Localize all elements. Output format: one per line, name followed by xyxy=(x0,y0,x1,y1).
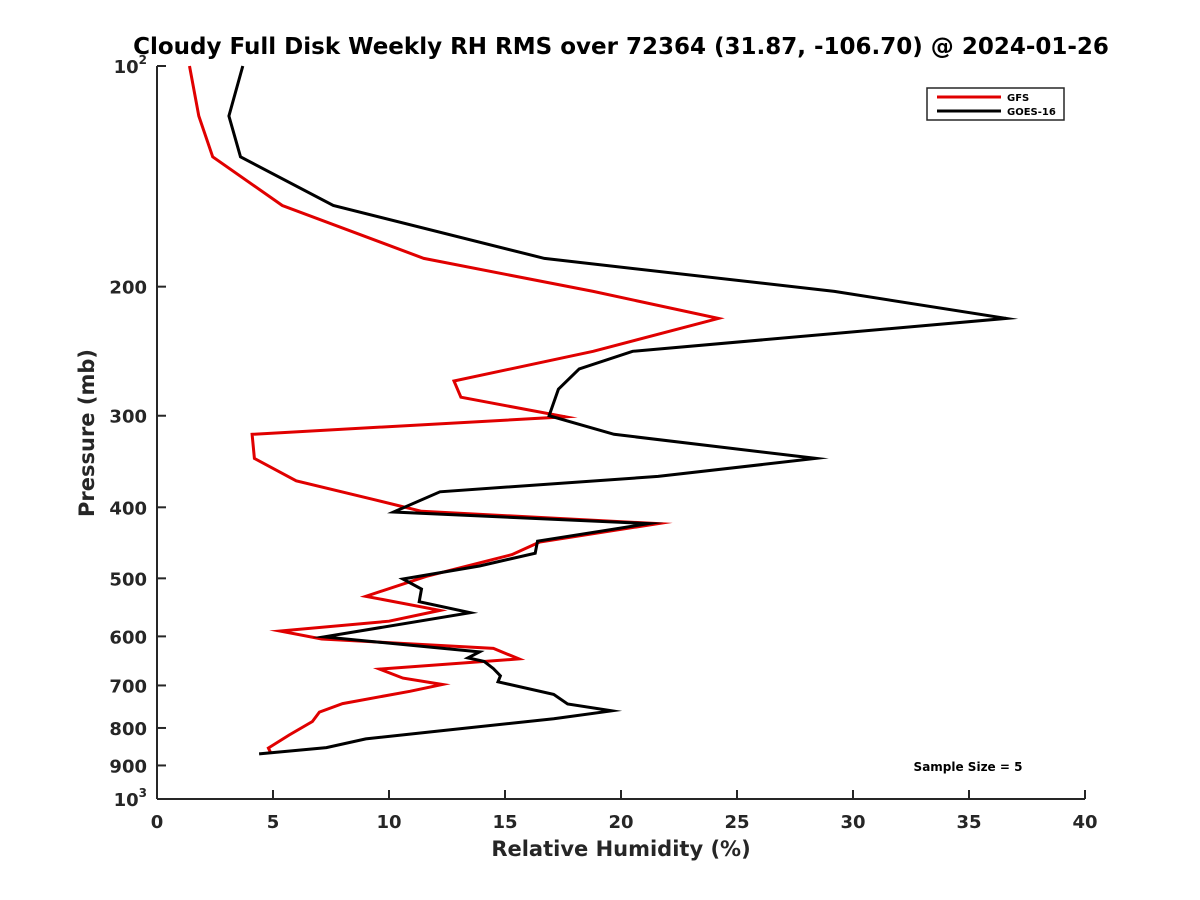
legend-box xyxy=(926,87,1065,121)
y-tick-label: 200 xyxy=(109,278,147,299)
x-tick-label: 40 xyxy=(1072,812,1097,833)
series-line-goes-16 xyxy=(227,65,1019,756)
x-axis: 0 5 10 15 20 25 30 35 40 xyxy=(151,790,1098,833)
x-tick-label: 35 xyxy=(956,812,981,833)
x-tick-label: 30 xyxy=(840,812,865,833)
series-line-gfs xyxy=(188,65,725,754)
legend-label: GFS xyxy=(1007,93,1029,104)
x-tick-label: 0 xyxy=(151,812,164,833)
y-tick-label: 300 xyxy=(109,407,147,428)
series-layer xyxy=(188,65,1019,756)
legend-label: GOES-16 xyxy=(1007,107,1056,118)
x-tick-label: 20 xyxy=(608,812,633,833)
legend: GFS GOES-16 xyxy=(926,87,1065,121)
y-tick-label: 400 xyxy=(109,498,147,519)
chart-title: Cloudy Full Disk Weekly RH RMS over 7236… xyxy=(133,34,1109,60)
y-tick-label: 600 xyxy=(109,627,147,648)
y-tick-label: 800 xyxy=(109,719,147,740)
y-tick-label: 900 xyxy=(109,756,147,777)
y-axis: 102 200 300 400 500 600 700 800 900 103 xyxy=(109,53,166,811)
x-tick-label: 15 xyxy=(492,812,517,833)
x-tick-label: 25 xyxy=(724,812,749,833)
y-axis-label: Pressure (mb) xyxy=(75,349,99,517)
x-tick-label: 10 xyxy=(376,812,401,833)
sample-size-annotation: Sample Size = 5 xyxy=(914,760,1023,774)
y-tick-label: 500 xyxy=(109,569,147,590)
x-tick-label: 5 xyxy=(267,812,280,833)
x-axis-label: Relative Humidity (%) xyxy=(491,837,750,861)
y-tick-label: 700 xyxy=(109,676,147,697)
y-tick-label: 102 xyxy=(114,53,147,78)
y-tick-label: 103 xyxy=(114,786,147,811)
